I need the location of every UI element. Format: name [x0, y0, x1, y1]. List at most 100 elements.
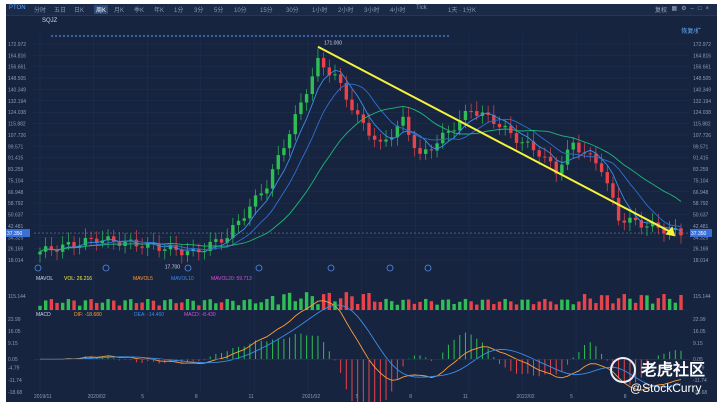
price-tick-left: 164.816 [8, 53, 26, 59]
candlestick-chart[interactable]: 172.972 172.972 164.816 164.816 156.661 156.6… [6, 4, 717, 402]
tab-timeframe[interactable]: 30分 [286, 8, 299, 14]
tab-timeframe[interactable]: 1小时 [312, 8, 328, 14]
tab-timeframe[interactable]: 周K [94, 5, 109, 14]
tab-timeframe[interactable]: 五日 [54, 8, 67, 14]
event-dot [291, 35, 293, 37]
price-tick-left: 172.972 [8, 42, 26, 48]
event-dot [115, 35, 117, 37]
ma5-line [39, 69, 682, 253]
candle-body [180, 249, 184, 256]
candle-body [259, 193, 263, 196]
fullscreen-button[interactable]: 恢复/扩 [681, 29, 701, 35]
window-controls[interactable]: ▦⚙–□× [671, 6, 713, 12]
volume-bar [526, 299, 530, 310]
volume-bar [633, 302, 638, 310]
macd-tick-right: 0.05 [693, 357, 703, 363]
ma10-line [39, 83, 682, 253]
adjust-label[interactable]: 复权 [654, 8, 667, 14]
event-dot [243, 35, 245, 37]
candle-body [548, 156, 553, 162]
candle-body [401, 116, 405, 126]
candle-body [123, 241, 127, 246]
event-dot [195, 35, 197, 37]
candle-body [418, 148, 422, 154]
macd-value: MACD: -8.430 [184, 312, 216, 318]
macd-dif: DIF: -18.680 [74, 312, 102, 318]
volume-bar [656, 298, 661, 310]
price-tick-left: 148.505 [8, 76, 26, 82]
candle-body [350, 99, 354, 111]
event-dot [331, 35, 333, 37]
candle-body [577, 142, 581, 153]
event-dot [351, 35, 353, 37]
candle-body [304, 94, 309, 103]
tab-timeframe[interactable]: 1天 · 1分K [448, 8, 477, 14]
vol-tick-left: 115.144 [8, 294, 26, 300]
candle-body [378, 139, 383, 142]
volume-bar [219, 302, 224, 310]
event-dot [415, 35, 417, 37]
candle-body [168, 244, 173, 250]
volume-bar [117, 305, 122, 310]
tab-timeframe[interactable]: 1分 [174, 8, 184, 14]
ticker-label[interactable]: PTON [9, 5, 26, 11]
price-tick-right: 148.505 [693, 76, 711, 82]
candle-body [503, 125, 507, 128]
event-dot [387, 35, 389, 37]
candle-body [265, 188, 269, 194]
tab-timeframe[interactable]: 分时 [34, 8, 47, 14]
volume-bar [605, 295, 609, 310]
tab-timeframe[interactable]: 年K [154, 8, 165, 14]
watermark-brand: 老虎社区 [641, 362, 706, 379]
tiger-logo-icon [610, 357, 636, 383]
x-tick-label: 8 [409, 394, 412, 400]
price-tick-left: 132.194 [8, 99, 26, 105]
volume-bar [492, 304, 496, 310]
tab-timeframe[interactable]: 日K [74, 8, 85, 14]
event-marker-icon [327, 264, 335, 272]
mavol-ma10: MAVOL10 [171, 276, 194, 282]
price-tick-left: 107.726 [8, 133, 26, 139]
tab-timeframe[interactable]: 15分 [260, 8, 273, 14]
tab-timeframe[interactable]: 5分 [214, 8, 224, 14]
tab-timeframe[interactable]: 4小时 [390, 8, 406, 14]
mavol-ma5: MAVOL5 [133, 276, 153, 282]
event-dot [55, 35, 57, 37]
volume-bar [639, 295, 643, 310]
volume-bar [43, 300, 48, 310]
x-tick-label: 5 [570, 394, 573, 400]
event-dot [403, 35, 405, 37]
tab-timeframe[interactable]: 3小时 [364, 8, 380, 14]
candle-body [588, 153, 592, 155]
event-dot [183, 35, 185, 37]
macd-tick-right: 22.99 [693, 317, 706, 323]
price-tick-right: 18.014 [693, 258, 709, 264]
x-tick-label: 11 [463, 394, 468, 400]
candle-body [486, 112, 490, 115]
candle-body [214, 239, 218, 242]
volume-bar [378, 301, 383, 310]
price-tick-right: 164.816 [693, 53, 711, 59]
volume-bar [673, 302, 678, 310]
x-tick-label: 2021/02 [302, 394, 320, 400]
tab-timeframe[interactable]: 10分 [234, 8, 247, 14]
candle-body [253, 195, 258, 207]
price-tick-right: 99.571 [693, 144, 709, 150]
tab-timeframe[interactable]: 2小时 [338, 8, 354, 14]
volume-bar [435, 304, 439, 310]
tab-timeframe[interactable]: 3分 [194, 8, 204, 14]
event-dot [175, 35, 177, 37]
event-marker-icon [424, 264, 432, 272]
volume-bar [367, 292, 371, 310]
volume-bar [616, 298, 621, 310]
volume-bar [509, 301, 513, 310]
tab-timeframe[interactable]: Tick [416, 5, 427, 11]
chart-window: PTON 分时 五日 日K 周K 月K 季K 年K 1分 3分 5分 10分 15分 30分 1小时 2小时… [6, 4, 717, 402]
tab-timeframe[interactable]: 月K [114, 8, 125, 14]
candle-body [475, 111, 479, 116]
volume-bar [66, 299, 71, 310]
volume-bar [497, 301, 502, 310]
candle-body [333, 74, 337, 76]
candle-body [225, 238, 229, 243]
tab-timeframe[interactable]: 季K [134, 8, 145, 14]
